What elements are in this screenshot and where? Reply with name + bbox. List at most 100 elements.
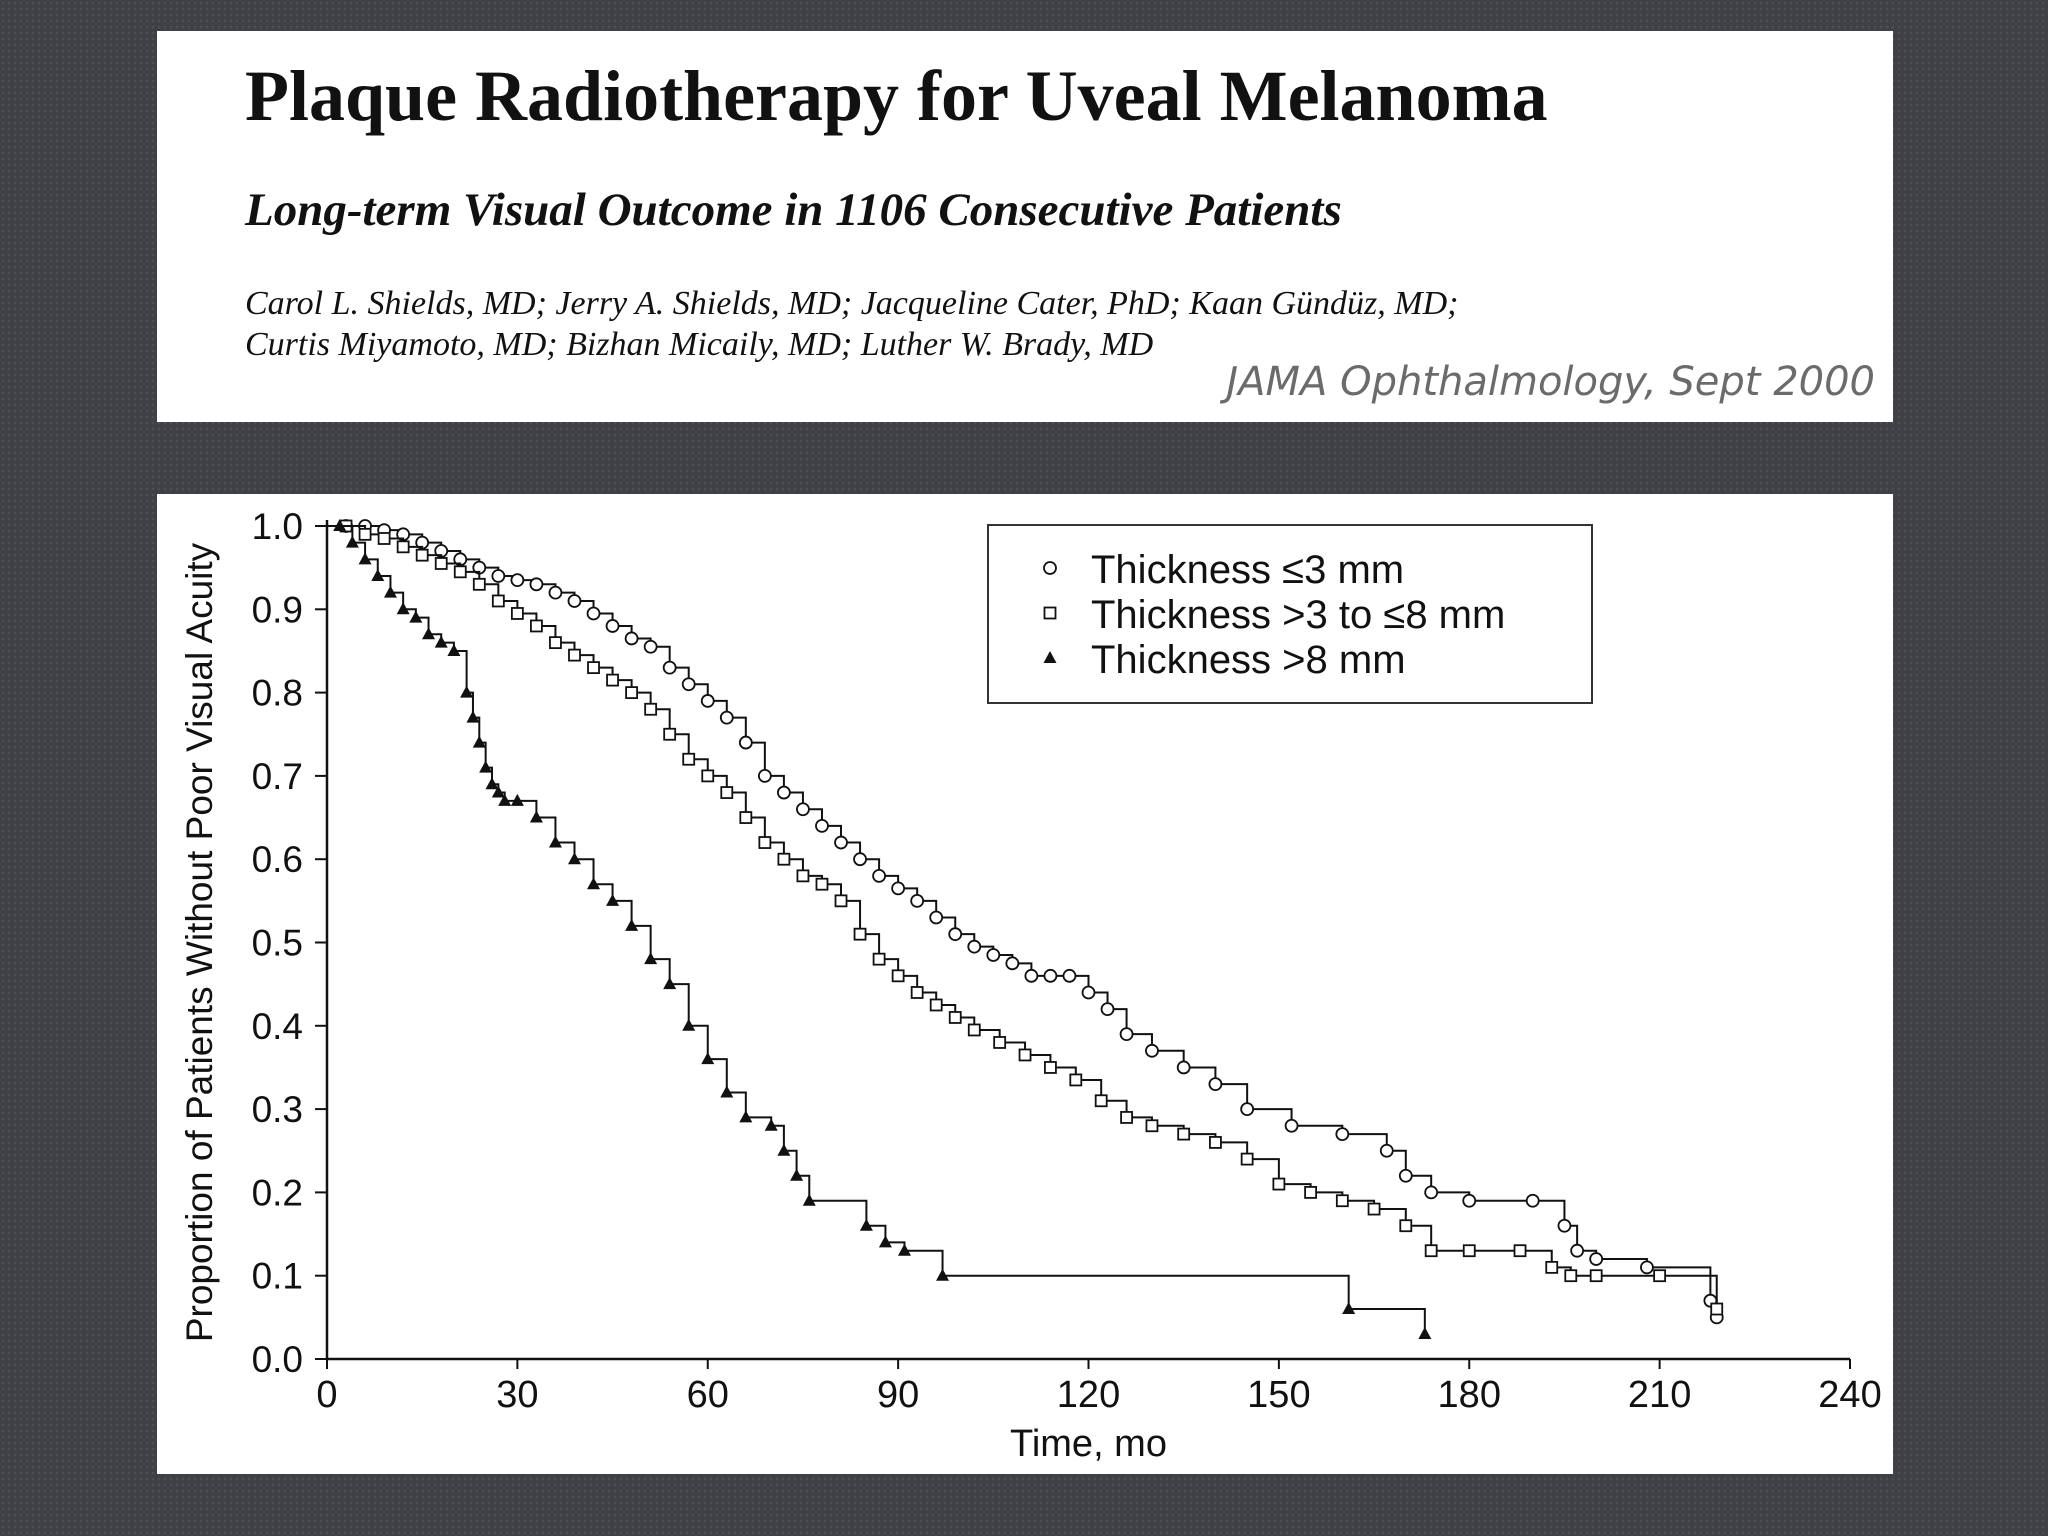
data-point	[1640, 1260, 1654, 1275]
x-axis-label: Time, mo	[1010, 1423, 1167, 1465]
data-point	[1710, 1302, 1724, 1316]
data-point	[1018, 1048, 1032, 1062]
x-tick-label: 240	[1818, 1374, 1881, 1416]
data-point	[466, 710, 480, 723]
data-point	[396, 602, 410, 615]
article-header: Plaque Radiotherapy for Uveal Melanoma L…	[157, 31, 1893, 422]
data-point	[422, 627, 436, 640]
data-point	[1100, 1002, 1115, 1017]
data-point	[1589, 1269, 1603, 1283]
data-point	[510, 607, 524, 620]
data-point	[764, 1118, 778, 1131]
data-point	[1398, 1168, 1413, 1183]
data-point	[720, 786, 734, 799]
data-point	[796, 802, 810, 817]
data-point	[802, 1193, 816, 1206]
data-point	[1176, 1060, 1191, 1075]
data-point	[682, 752, 696, 766]
legend-marker-1	[1043, 561, 1057, 575]
data-point	[1545, 1260, 1559, 1274]
x-tick-label: 90	[877, 1374, 919, 1416]
data-point	[777, 852, 791, 866]
data-point	[719, 710, 734, 725]
data-point	[1272, 1177, 1286, 1191]
survival-chart: 0 30 60 90 120 150 180 210 240 0.0 0.1 0.2 0.3 0.4 0.5…	[179, 506, 1882, 1465]
data-point	[1081, 985, 1096, 1000]
series-3	[327, 519, 1432, 1340]
data-point	[358, 552, 372, 565]
data-point	[549, 636, 562, 650]
data-point	[1335, 1194, 1349, 1208]
data-point	[897, 1243, 911, 1256]
data-point	[1462, 1244, 1476, 1258]
data-point	[815, 818, 829, 833]
legend-marker-2	[1043, 606, 1057, 620]
data-point	[929, 910, 944, 925]
data-point	[643, 639, 658, 654]
legend-marker-3	[1043, 651, 1057, 663]
data-point	[757, 768, 772, 783]
data-point	[815, 877, 829, 891]
data-point	[936, 1268, 950, 1281]
data-point	[1653, 1269, 1667, 1283]
data-point	[1424, 1244, 1438, 1258]
data-point	[948, 1011, 962, 1024]
x-tick-label: 120	[1057, 1374, 1120, 1416]
data-point	[910, 893, 925, 908]
data-point	[1589, 1252, 1604, 1266]
journal-citation: JAMA Ophthalmology, Sept 2000	[1226, 359, 1875, 405]
data-point	[1335, 1127, 1350, 1141]
y-tick-label: 0.8	[252, 673, 303, 714]
data-point	[548, 835, 562, 848]
authors-line-1: Carol L. Shields, MD; Jerry A. Shields, …	[245, 285, 1459, 322]
data-point	[1240, 1102, 1255, 1116]
x-tick-label: 30	[496, 1374, 538, 1416]
data-point	[409, 610, 423, 623]
article-authors: Carol L. Shields, MD; Jerry A. Shields, …	[245, 283, 1458, 365]
data-point	[1304, 1186, 1318, 1199]
legend-label-1: Thickness ≤3 mm	[1091, 548, 1404, 592]
data-point	[1240, 1152, 1254, 1166]
data-point	[345, 535, 359, 548]
data-point	[1462, 1193, 1477, 1208]
data-point	[1119, 1027, 1134, 1042]
legend-label-2: Thickness >3 to ≤8 mm	[1091, 593, 1505, 637]
data-point	[498, 793, 512, 806]
data-point	[859, 1218, 873, 1231]
data-point	[853, 927, 867, 941]
data-point	[1145, 1043, 1159, 1058]
y-tick-label: 0.1	[252, 1256, 303, 1297]
x-tick-label: 60	[687, 1374, 729, 1416]
legend-box	[987, 524, 1593, 704]
chart-panel: 0 30 60 90 120 150 180 210 240 0.0 0.1 0.2 0.3 0.4 0.5…	[157, 494, 1893, 1474]
y-tick-label: 0.2	[252, 1172, 303, 1213]
data-point	[491, 569, 506, 583]
data-point	[510, 573, 525, 588]
x-tick-label: 150	[1247, 1374, 1310, 1416]
data-point	[790, 1168, 804, 1181]
legend-label-3: Thickness >8 mm	[1091, 638, 1406, 682]
data-point	[1024, 968, 1039, 983]
data-point	[1513, 1244, 1527, 1258]
x-tick-label: 180	[1438, 1374, 1501, 1416]
data-point	[625, 686, 639, 700]
data-point	[529, 810, 543, 823]
data-point	[662, 660, 677, 675]
data-point	[453, 565, 467, 579]
y-axis-label: Proportion of Patients Without Poor Visu…	[179, 542, 220, 1342]
data-point	[701, 769, 715, 783]
data-point	[1069, 1073, 1083, 1087]
data-point	[1145, 1119, 1159, 1133]
data-point	[434, 635, 448, 648]
data-point	[377, 532, 391, 545]
data-point	[587, 877, 601, 890]
data-point	[681, 677, 696, 692]
data-point	[606, 893, 620, 906]
y-tick-label: 0.0	[252, 1339, 303, 1380]
data-point	[529, 577, 544, 592]
data-point	[447, 643, 461, 656]
data-point	[720, 1085, 734, 1098]
data-point	[1424, 1185, 1439, 1200]
data-point	[834, 835, 848, 850]
